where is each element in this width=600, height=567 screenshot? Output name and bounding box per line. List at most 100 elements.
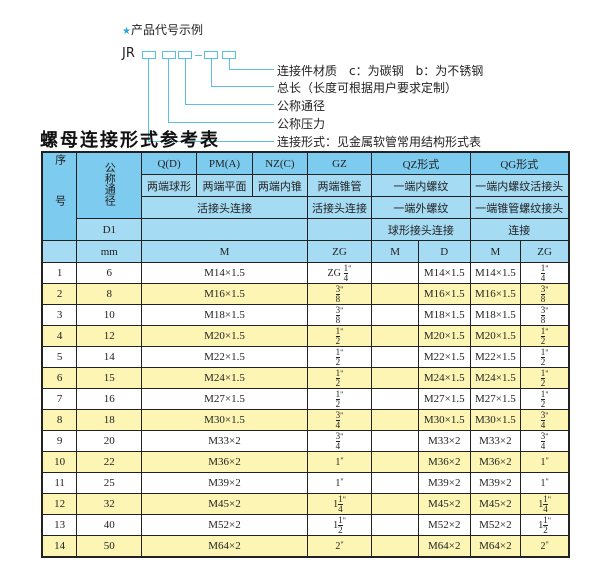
table-row: 9 20 M33×2 3 4 " M33×2 M33×2 3 4 " (41, 430, 570, 452)
header-pm-desc: 两端平面 (195, 174, 254, 197)
cell-qg-m: M24×1.5 (469, 367, 522, 389)
cell-qz-m (371, 493, 419, 515)
inch-mark: " (348, 263, 352, 273)
cell-dn: 6 (76, 262, 143, 284)
cell-qz-m (371, 514, 419, 536)
zg-whole: 1 (538, 519, 544, 531)
cell-qz-d: M20×1.5 (418, 325, 471, 347)
cell-qz-m (371, 283, 419, 305)
cell-dn: 25 (76, 472, 143, 494)
inch-mark: " (340, 431, 344, 441)
cell-qz-m (371, 430, 419, 452)
cell-qz-d: M18×1.5 (418, 304, 471, 326)
cell-seq: 7 (41, 388, 78, 410)
cell-qz-d: M52×2 (418, 514, 471, 536)
cell-qg-zg: 3 8 " (520, 283, 570, 305)
cell-qz-m (371, 451, 419, 473)
cell-qg-zg: 3 8 " (520, 304, 570, 326)
zg-prefix: ZG (327, 267, 341, 279)
inch-mark: " (340, 347, 344, 357)
header-pm: PM(A) (195, 151, 254, 175)
cell-qz-d: M64×2 (418, 535, 471, 558)
table-row: 2 8 M16×1.5 3 8 " M16×1.5 M16×1.5 3 8 " (41, 283, 570, 305)
inch-mark: " (545, 456, 549, 465)
table-row: 1 6 M14×1.5 ZG 1 4 " M14×1.5 M14×1.5 1 4 " (41, 262, 570, 284)
header-q-desc: 两端球形 (141, 174, 197, 197)
cell-m: M36×2 (141, 451, 308, 473)
cell-qg-m: M52×2 (469, 514, 522, 536)
table-row: 13 40 M52×2 1 1 2 " M52×2 M52×2 1 1 2 " (41, 514, 570, 536)
cell-m: M52×2 (141, 514, 308, 536)
cell-qg-zg: 1" (520, 451, 570, 473)
header-qz-d: D (418, 240, 471, 263)
zg-whole: 2 (540, 541, 546, 552)
cell-seq: 13 (41, 514, 78, 536)
zg-whole: 1 (333, 498, 339, 510)
header-seq: 序号 (41, 151, 78, 241)
cell-zg: 3 8 " (306, 283, 373, 305)
cell-seq: 11 (41, 472, 78, 494)
legend-heading: ★产品代号示例 (122, 23, 203, 37)
cell-qg-zg: 1 2 " (520, 388, 570, 410)
header-qg-zg: ZG (520, 240, 570, 263)
cell-m: M22×1.5 (141, 346, 308, 368)
cell-dn: 16 (76, 388, 143, 410)
header-blank (306, 218, 373, 241)
table-row: 3 10 M18×1.5 3 8 " M18×1.5 M18×1.5 3 8 " (41, 304, 570, 326)
cell-seq: 4 (41, 325, 78, 347)
cell-zg: 1 2 " (306, 325, 373, 347)
header-gz-union: 活接头连接 (306, 196, 373, 219)
cell-seq: 2 (41, 283, 78, 305)
cell-qg-zg: 1 2 " (520, 367, 570, 389)
cell-qg-zg: 3 4 " (520, 409, 570, 431)
zg-whole: 1 (335, 457, 341, 468)
header-qg-desc3: 连接 (469, 218, 570, 241)
cell-qz-m (371, 346, 419, 368)
cell-dn: 10 (76, 304, 143, 326)
cell-qg-m: M14×1.5 (469, 262, 522, 284)
cell-qz-m (371, 409, 419, 431)
inch-mark: " (342, 494, 346, 504)
code-slot (204, 51, 218, 59)
header-gz-desc: 两端锥管 (306, 174, 373, 197)
header-nz-desc: 两端内锥 (252, 174, 308, 197)
cell-qz-d: M27×1.5 (418, 388, 471, 410)
cell-m: M45×2 (141, 493, 308, 515)
dash (195, 55, 202, 56)
cell-seq: 9 (41, 430, 78, 452)
legend-item-length: 总长（长度可根据用户要求定制） (277, 81, 458, 95)
code-prefix: JR (122, 46, 135, 61)
cell-zg: 3 4 " (306, 409, 373, 431)
cell-qz-m (371, 367, 419, 389)
cell-seq: 14 (41, 535, 78, 558)
cell-zg: ZG 1 4 " (306, 262, 373, 284)
cell-qz-d: M39×2 (418, 472, 471, 494)
header-seq-blank (41, 240, 78, 263)
cell-qg-zg: 1" (520, 472, 570, 494)
cell-zg: 3 8 " (306, 304, 373, 326)
header-mm: mm (76, 240, 143, 263)
table-row: 6 15 M24×1.5 1 2 " M24×1.5 M24×1.5 1 2 " (41, 367, 570, 389)
inch-mark: " (340, 305, 344, 315)
cell-dn: 32 (76, 493, 143, 515)
table-row: 8 18 M30×1.5 3 4 " M30×1.5 M30×1.5 3 4 " (41, 409, 570, 431)
cell-zg: 1 1 2 " (306, 514, 373, 536)
cell-qg-zg: 1 1 4 " (520, 493, 570, 515)
table-row: 7 16 M27×1.5 1 2 " M27×1.5 M27×1.5 1 2 " (41, 388, 570, 410)
header-blank (141, 218, 308, 241)
header-qg-desc: 一端内螺纹活接头 (469, 174, 570, 197)
cell-m: M64×2 (141, 535, 308, 558)
inch-mark: " (340, 456, 344, 465)
inch-mark: " (547, 494, 551, 504)
legend-item-connection: 连接形式：见金属软管常用结构形式表 (277, 133, 482, 150)
cell-dn: 18 (76, 409, 143, 431)
